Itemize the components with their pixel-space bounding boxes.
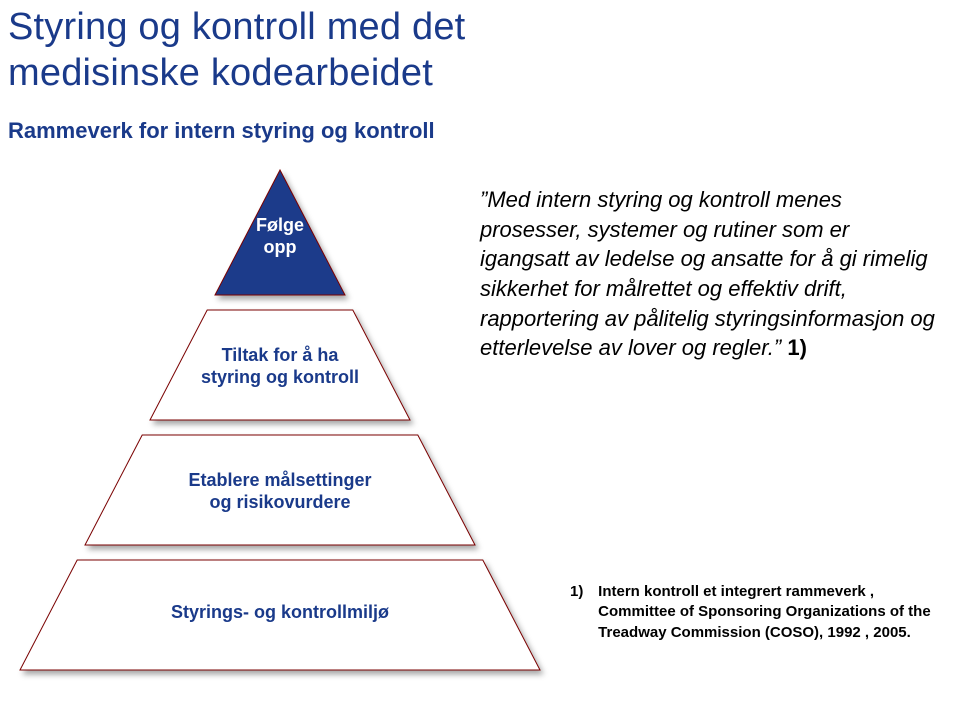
quote-text: ”Med intern styring og kontroll menes pr… <box>480 187 935 360</box>
footnote: 1) Intern kontroll et integrert rammever… <box>570 582 950 643</box>
pyramid-level-2-label-1: Etablere målsettinger <box>0 470 560 491</box>
pyramid-level-1-label-2: styring og kontroll <box>0 367 560 388</box>
quote-ref: 1) <box>787 335 807 360</box>
quote-block: ”Med intern styring og kontroll menes pr… <box>480 185 940 363</box>
page-title-line1: Styring og kontroll med det <box>8 6 465 49</box>
pyramid-level-1-label-1: Tiltak for å ha <box>0 345 560 366</box>
footnote-text: Intern kontroll et integrert rammeverk ,… <box>598 582 938 643</box>
pyramid-level-2-label-2: og risikovurdere <box>0 492 560 513</box>
footnote-number: 1) <box>570 582 594 602</box>
pyramid-level-0-label-1: Følge <box>0 215 560 236</box>
subtitle: Rammeverk for intern styring og kontroll <box>8 118 435 144</box>
page-title-line2: medisinske kodearbeidet <box>8 52 433 95</box>
slide: Styring og kontroll med det medisinske k… <box>0 0 960 720</box>
pyramid-level-0-label-2: opp <box>0 237 560 258</box>
pyramid-level-3-label-1: Styrings- og kontrollmiljø <box>0 602 560 623</box>
